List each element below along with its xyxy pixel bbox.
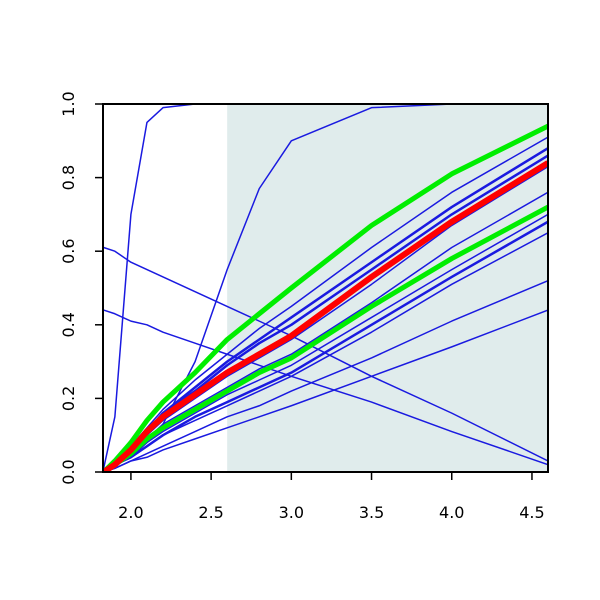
series-line — [103, 309, 548, 472]
series-line — [103, 246, 548, 462]
y-tick-label: 0.8 — [59, 165, 78, 190]
plot-frame — [102, 103, 549, 473]
series-line — [103, 309, 548, 466]
x-tick-label: 2.5 — [198, 503, 223, 522]
x-tick-label: 3.5 — [359, 503, 384, 522]
x-tick-label: 4.0 — [439, 503, 464, 522]
series-line — [103, 160, 548, 472]
x-tick-label: 2.0 — [118, 503, 143, 522]
x-tick-label: 4.5 — [519, 503, 544, 522]
x-tick-label: 3.0 — [279, 503, 304, 522]
y-tick-label: 0.4 — [59, 312, 78, 337]
shaded-region — [227, 104, 548, 472]
series-line — [103, 104, 548, 469]
y-tick-label: 0.6 — [59, 238, 78, 263]
y-tick-label: 0.0 — [59, 459, 78, 484]
series-line — [103, 232, 548, 472]
y-tick-label: 1.0 — [59, 91, 78, 116]
y-tick-label: 0.2 — [59, 386, 78, 411]
series-line — [103, 123, 548, 472]
